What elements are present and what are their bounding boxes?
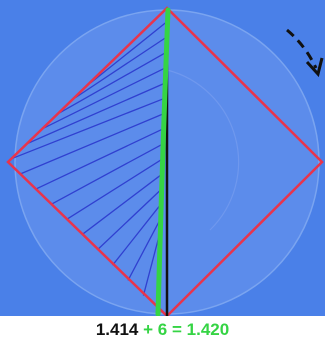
dashed-arrow-icon [286,28,324,78]
diagram-canvas [0,0,325,316]
hatch-line [127,220,161,281]
hatch-line [26,83,165,145]
hatch-line [58,52,166,114]
equation-equals-sign: = [171,320,182,339]
hatch-line [66,159,162,221]
dashed-arrow-shaft [286,28,318,69]
hatch-line [35,128,163,190]
hatch-line [19,113,164,175]
hatch-line [81,174,162,236]
hatch-line [142,235,160,296]
hatch-line [74,37,166,99]
equation-result-value: 1.420 [186,320,230,339]
equation-diagonal-value: 1.414 [95,320,139,339]
hatch-line [90,22,167,84]
equation-plus-sign: + [143,320,154,339]
hatch-line [11,98,164,160]
red-diamond-square [6,6,324,316]
equation-added-value: 6 [157,320,168,339]
length-equation: 1.414 + 6 = 1.420 [0,318,325,342]
diagram-figure [0,0,325,316]
faint-inner-arc [166,69,240,231]
green-curved-path [155,7,171,316]
hatch-line [42,67,165,129]
hatch-line [96,189,162,251]
hatch-line [112,204,161,266]
dashed-arrow-head [305,57,324,78]
hatch-line [50,143,163,205]
